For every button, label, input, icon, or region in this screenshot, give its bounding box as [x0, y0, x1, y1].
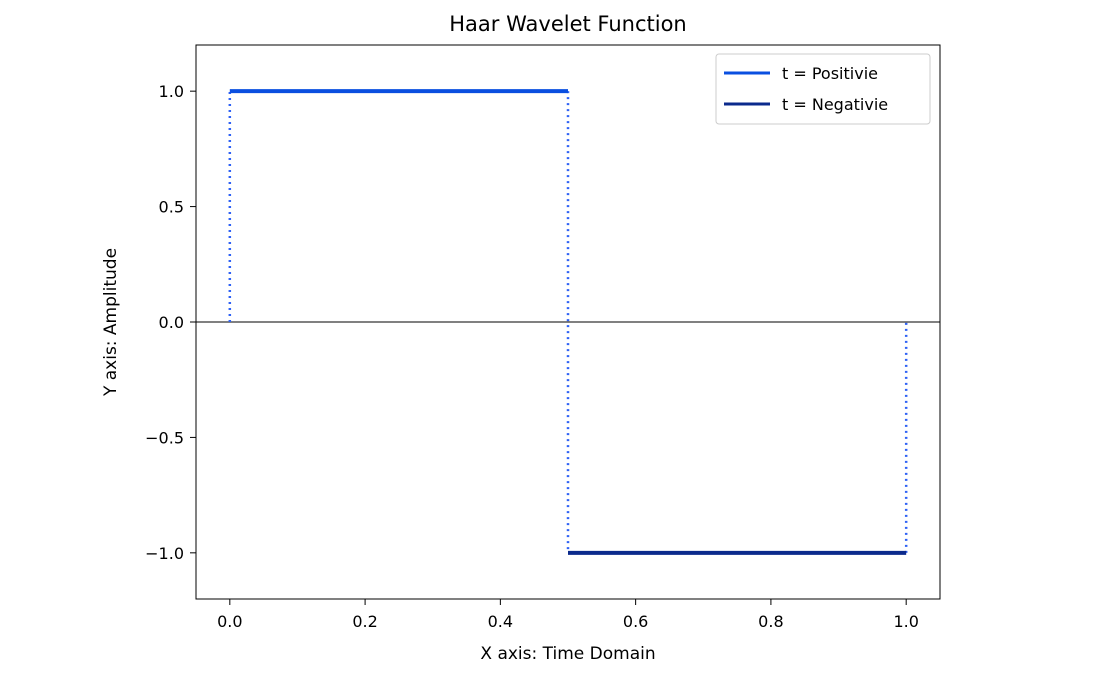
x-tick-label-1: 0.2 [352, 612, 377, 631]
legend-label-positive: t = Positivie [782, 64, 878, 83]
y-tick-label-4: −1.0 [145, 544, 184, 563]
x-tick-label-4: 0.8 [758, 612, 783, 631]
y-tick-label-2: 0.0 [159, 313, 184, 332]
x-tick-label-2: 0.4 [488, 612, 513, 631]
x-tick-label-3: 0.6 [623, 612, 648, 631]
y-tick-label-1: 0.5 [159, 198, 184, 217]
legend-label-negative: t = Negativie [782, 95, 888, 114]
x-tick-label-5: 1.0 [893, 612, 918, 631]
x-tick-label-0: 0.0 [217, 612, 242, 631]
x-axis-label: X axis: Time Domain [480, 644, 655, 664]
y-axis-label: Y axis: Amplitude [101, 248, 121, 397]
y-tick-label-3: −0.5 [145, 428, 184, 447]
plot-area [195, 44, 941, 600]
chart-title: Haar Wavelet Function [449, 12, 686, 36]
ticks: 0.0 0.2 0.4 0.6 0.8 1.0 1.0 0.5 0.0 −0.5 −1.0 [145, 82, 919, 631]
y-tick-label-0: 1.0 [159, 82, 184, 101]
legend: t = Positivie t = Negativie [715, 53, 931, 125]
